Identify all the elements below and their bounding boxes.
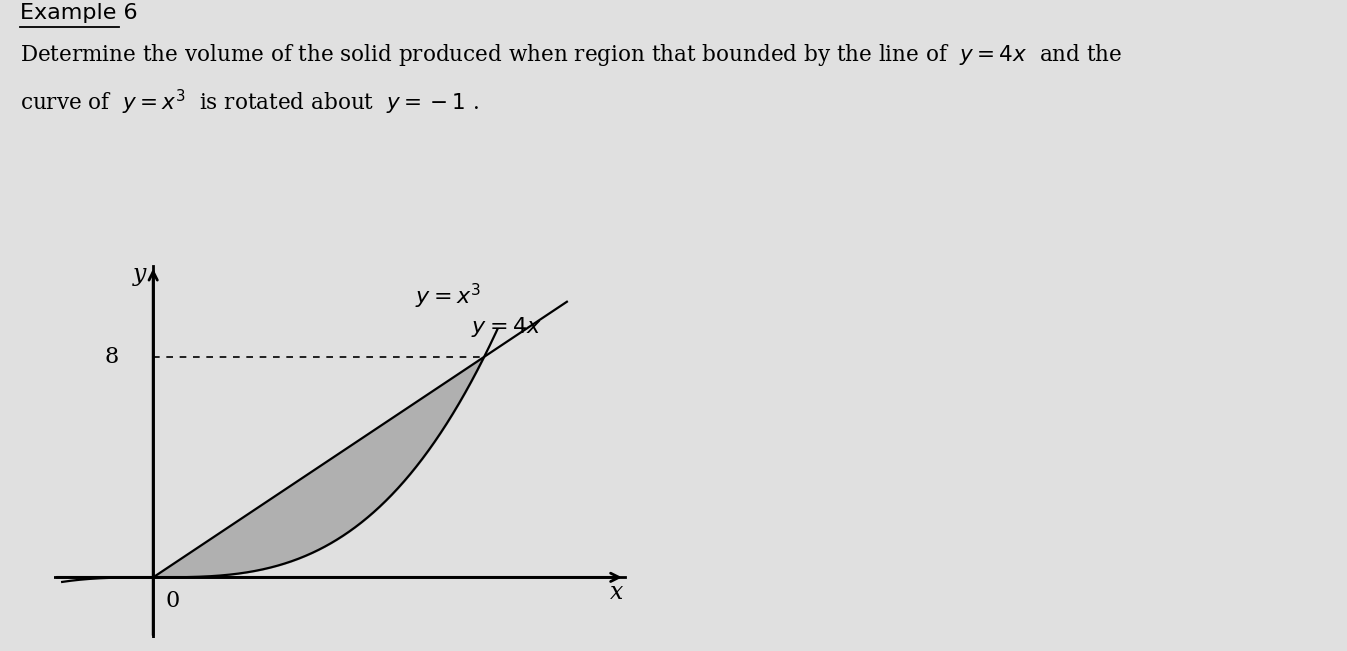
Text: $y = x^3$: $y = x^3$: [415, 282, 481, 311]
Text: curve of  $y = x^{3}$  is rotated about  $y = -1$ .: curve of $y = x^{3}$ is rotated about $y…: [20, 88, 480, 117]
Text: 8: 8: [105, 346, 119, 368]
Text: Determine the volume of the solid produced when region that bounded by the line : Determine the volume of the solid produc…: [20, 42, 1122, 68]
Text: $y = 4x$: $y = 4x$: [471, 314, 541, 339]
Text: 0: 0: [166, 590, 180, 612]
Text: y: y: [133, 263, 147, 286]
Text: x: x: [610, 581, 624, 604]
Text: Example 6: Example 6: [20, 3, 137, 23]
